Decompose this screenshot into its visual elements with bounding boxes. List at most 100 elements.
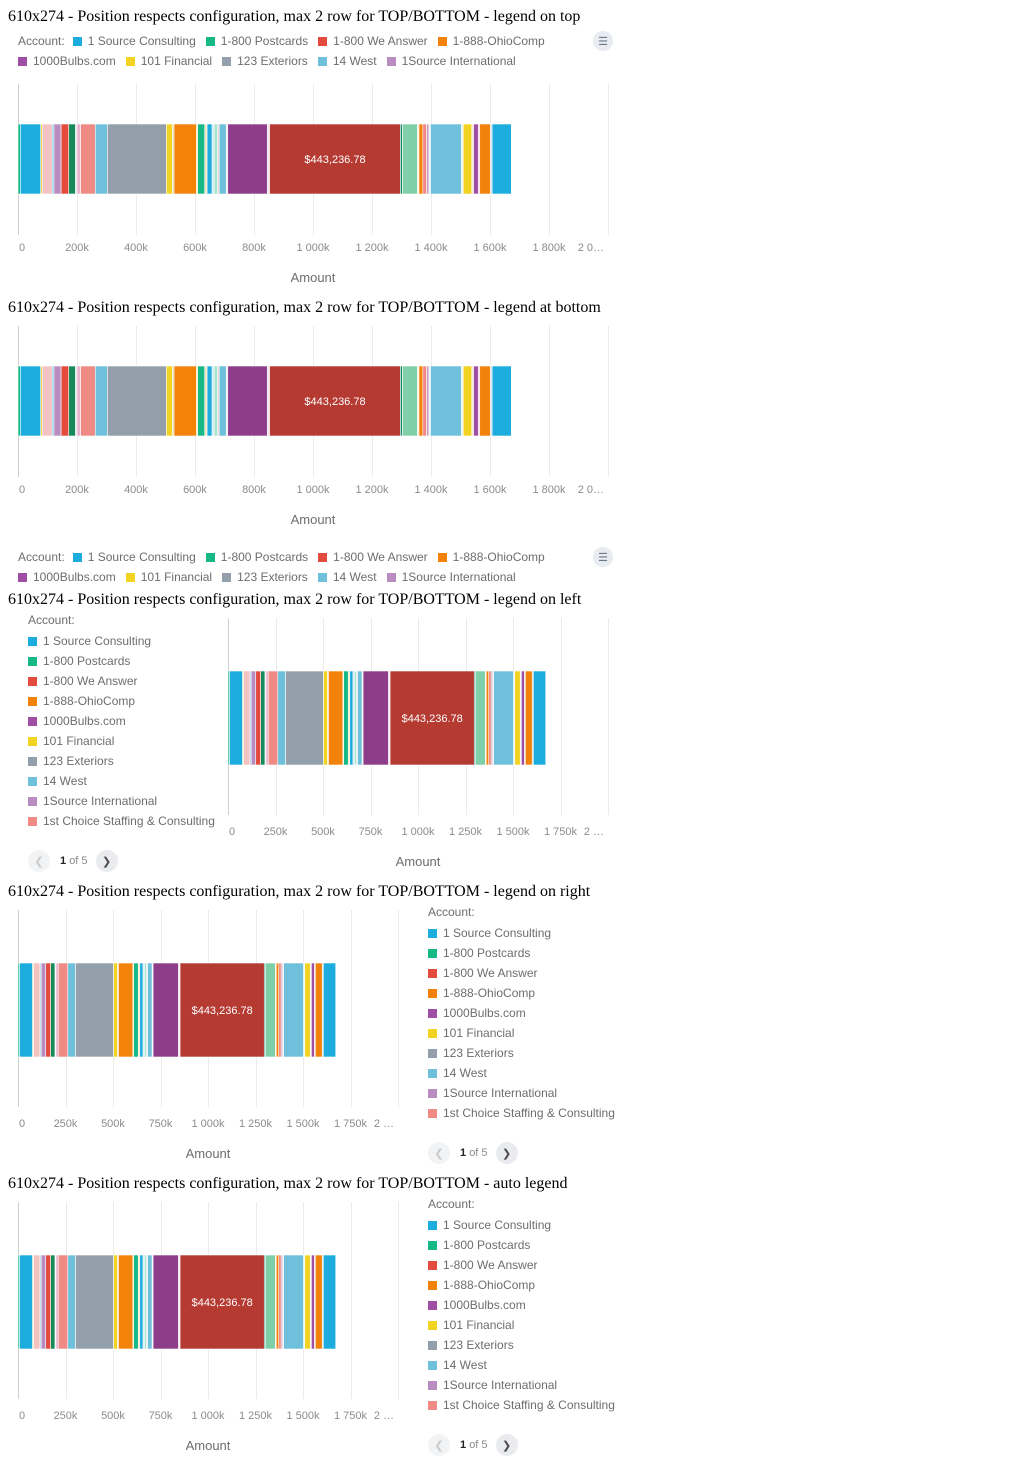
- bar-segment[interactable]: [260, 670, 266, 766]
- legend-item[interactable]: 1-888-OhioComp: [437, 550, 545, 564]
- legend-item[interactable]: 1Source International: [386, 54, 516, 68]
- legend-item[interactable]: 123 Exteriors: [428, 1335, 615, 1355]
- bar-segment[interactable]: [491, 365, 512, 437]
- bar-segment[interactable]: [323, 962, 337, 1058]
- bar-segment[interactable]: [40, 1254, 47, 1350]
- bar-segment[interactable]: [118, 1254, 134, 1350]
- bar-segment[interactable]: [267, 670, 279, 766]
- legend-item[interactable]: 123 Exteriors: [222, 54, 308, 68]
- legend-item[interactable]: 14 West: [28, 771, 215, 791]
- bar-segment[interactable]: [76, 365, 81, 437]
- bar-segment[interactable]: [206, 123, 213, 195]
- legend-item[interactable]: 1st Choice Staffing & Consulting: [428, 1103, 615, 1123]
- legend-item[interactable]: 101 Financial: [125, 570, 212, 584]
- bar-segment[interactable]: [204, 365, 208, 437]
- prev-page-button[interactable]: ❮: [28, 850, 50, 872]
- bar-segment[interactable]: [315, 962, 323, 1058]
- legend-item[interactable]: 1-800 We Answer: [318, 34, 428, 48]
- bar-segment[interactable]: [323, 1254, 337, 1350]
- bar-segment[interactable]: [525, 670, 533, 766]
- bar-segment[interactable]: [362, 670, 389, 766]
- bar-segment[interactable]: [418, 123, 424, 195]
- bar-segment[interactable]: [418, 365, 424, 437]
- bar-segment[interactable]: [45, 1254, 51, 1350]
- bar-segment[interactable]: [144, 962, 147, 1058]
- bar-segment[interactable]: [400, 123, 403, 195]
- bar-segment[interactable]: [75, 1254, 114, 1350]
- legend-item[interactable]: 1 Source Consulting: [428, 923, 615, 943]
- bar-segment[interactable]: [354, 670, 357, 766]
- bar-segment[interactable]: [33, 962, 41, 1058]
- bar-segment[interactable]: [213, 365, 219, 437]
- bar-segment[interactable]: [45, 962, 51, 1058]
- bar-segment[interactable]: [430, 365, 462, 437]
- legend-item[interactable]: 14 West: [317, 570, 377, 584]
- bar-segment[interactable]: [147, 1254, 153, 1350]
- legend-item[interactable]: 123 Exteriors: [428, 1043, 615, 1063]
- bar-segment[interactable]: [113, 1254, 118, 1350]
- bar-segment[interactable]: [133, 962, 139, 1058]
- bar-segment[interactable]: [311, 1254, 315, 1350]
- bar-segment[interactable]: [68, 365, 76, 437]
- bar-segment[interactable]: [19, 1254, 33, 1350]
- legend-item[interactable]: 1Source International: [386, 570, 516, 584]
- bar-segment[interactable]: [50, 962, 56, 1058]
- bar-segment[interactable]: [76, 123, 81, 195]
- bar-segment[interactable]: [60, 365, 70, 437]
- bar-segment[interactable]: [55, 962, 59, 1058]
- bar-segment[interactable]: [173, 365, 197, 437]
- legend-item[interactable]: 1 Source Consulting: [428, 1215, 615, 1235]
- bar-segment[interactable]: [491, 123, 512, 195]
- bar-segment[interactable]: [422, 365, 427, 437]
- legend-item[interactable]: 1-800 We Answer: [318, 550, 428, 564]
- bar-segment[interactable]: [68, 123, 76, 195]
- bar-segment[interactable]: [426, 123, 430, 195]
- legend-item[interactable]: 123 Exteriors: [222, 570, 308, 584]
- bar-segment[interactable]: [75, 962, 114, 1058]
- bar-segment[interactable]: [311, 962, 315, 1058]
- bar-segment[interactable]: [166, 123, 173, 195]
- legend-item[interactable]: 101 Financial: [428, 1023, 615, 1043]
- bar-segment[interactable]: [20, 365, 42, 437]
- legend-item[interactable]: 1 Source Consulting: [72, 550, 196, 564]
- legend-item[interactable]: 1-800 Postcards: [205, 34, 308, 48]
- bar-segment[interactable]: [152, 1254, 179, 1350]
- bar-segment[interactable]: [144, 1254, 147, 1350]
- legend-item[interactable]: 101 Financial: [28, 731, 215, 751]
- bar-segment[interactable]: [277, 670, 286, 766]
- bar-segment[interactable]: [422, 123, 427, 195]
- bar-segment[interactable]: [243, 670, 251, 766]
- bar-segment[interactable]: [533, 670, 547, 766]
- bar-segment[interactable]: [473, 123, 479, 195]
- bar-segment[interactable]: [304, 1254, 311, 1350]
- bar-segment[interactable]: [269, 365, 401, 437]
- bar-segment[interactable]: [107, 365, 167, 437]
- bar-segment[interactable]: [57, 962, 69, 1058]
- bar-segment[interactable]: [227, 123, 268, 195]
- legend-item[interactable]: 14 West: [428, 1063, 615, 1083]
- legend-item[interactable]: 1-888-OhioComp: [428, 983, 615, 1003]
- bar-segment[interactable]: [485, 670, 490, 766]
- bar-segment[interactable]: [479, 123, 491, 195]
- bar-segment[interactable]: [357, 670, 363, 766]
- bar-segment[interactable]: [227, 365, 268, 437]
- legend-item[interactable]: 1000Bulbs.com: [18, 54, 116, 68]
- bar-segment[interactable]: [265, 962, 276, 1058]
- bar-segment[interactable]: [323, 670, 328, 766]
- legend-item[interactable]: 1Source International: [428, 1083, 615, 1103]
- legend-item[interactable]: 1Source International: [28, 791, 215, 811]
- prev-page-button[interactable]: ❮: [428, 1142, 450, 1164]
- bar-segment[interactable]: [462, 365, 473, 437]
- legend-item[interactable]: 1-800 Postcards: [428, 1235, 615, 1255]
- bar-segment[interactable]: [265, 1254, 276, 1350]
- bar-segment[interactable]: [19, 962, 33, 1058]
- next-page-button[interactable]: ❯: [95, 850, 118, 872]
- bar-segment[interactable]: [50, 1254, 56, 1350]
- bar-segment[interactable]: [218, 365, 227, 437]
- bar-segment[interactable]: [53, 365, 62, 437]
- prev-page-button[interactable]: ❮: [428, 1434, 450, 1456]
- legend-item[interactable]: 1st Choice Staffing & Consulting: [28, 811, 215, 831]
- bar-segment[interactable]: [328, 670, 344, 766]
- bar-segment[interactable]: [283, 962, 304, 1058]
- legend-item[interactable]: 1000Bulbs.com: [18, 570, 116, 584]
